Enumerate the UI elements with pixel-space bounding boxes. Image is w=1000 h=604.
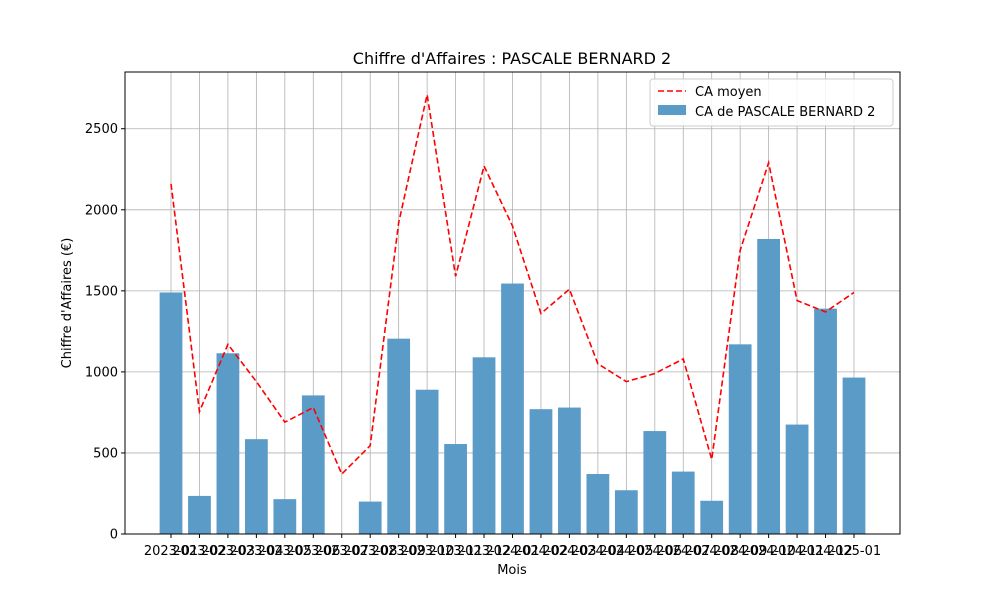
bar (359, 502, 382, 534)
bar (387, 339, 410, 534)
y-tick-label: 2500 (85, 122, 118, 137)
bar (302, 395, 325, 534)
chart-title: Chiffre d'Affaires : PASCALE BERNARD 2 (353, 49, 671, 68)
bar (160, 292, 183, 534)
bar (672, 472, 695, 534)
legend-bar-swatch (658, 105, 686, 115)
bar (273, 499, 296, 534)
y-tick-label: 0 (110, 528, 118, 543)
x-tick-label: 2025-01 (827, 544, 881, 559)
bar (558, 408, 581, 534)
y-tick-label: 1000 (85, 365, 118, 380)
y-axis-label: Chiffre d'Affaires (€) (60, 238, 75, 369)
x-axis-label: Mois (497, 563, 527, 578)
bar (217, 353, 240, 534)
bar (729, 344, 752, 534)
bar (843, 378, 866, 534)
bar (473, 357, 496, 534)
bar (786, 425, 809, 534)
bar (444, 444, 467, 534)
bar (245, 439, 268, 534)
bar (643, 431, 666, 534)
y-tick-label: 500 (93, 446, 118, 461)
legend-label-bar: CA de PASCALE BERNARD 2 (695, 105, 875, 120)
bar (615, 490, 638, 534)
bar (586, 474, 609, 534)
y-axis-ticks: 0 500 1000 1500 2000 2500 (85, 122, 125, 542)
y-tick-label: 2000 (85, 203, 118, 218)
legend: CA moyen CA de PASCALE BERNARD 2 (650, 79, 893, 126)
bar (416, 390, 439, 534)
bar (700, 501, 723, 534)
bar (530, 409, 553, 534)
x-axis-ticks: 2023-012023-022023-032023-042023-052023-… (144, 534, 881, 559)
legend-label-line: CA moyen (695, 85, 762, 100)
bar (188, 496, 211, 534)
y-tick-label: 1500 (85, 284, 118, 299)
bar (814, 309, 837, 534)
bar (757, 239, 780, 534)
bar (501, 284, 524, 534)
